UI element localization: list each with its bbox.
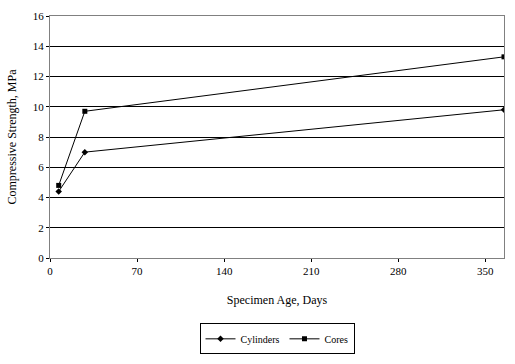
svg-text:4: 4 [38,191,44,203]
svg-text:280: 280 [390,265,407,277]
svg-text:6: 6 [38,161,44,173]
svg-text:350: 350 [477,265,494,277]
svg-text:16: 16 [33,10,45,22]
svg-text:210: 210 [303,265,320,277]
svg-text:8: 8 [38,131,44,143]
svg-text:0: 0 [38,252,44,264]
svg-text:12: 12 [33,70,44,82]
svg-text:Specimen Age, Days: Specimen Age, Days [227,293,328,307]
svg-text:2: 2 [38,222,44,234]
svg-text:10: 10 [33,101,45,113]
svg-text:140: 140 [216,265,233,277]
svg-text:Cores: Cores [324,334,347,345]
svg-text:Cylinders: Cylinders [241,334,280,345]
svg-text:Compressive Strength, MPa: Compressive Strength, MPa [5,69,19,205]
svg-text:70: 70 [132,265,144,277]
svg-text:14: 14 [33,40,45,52]
svg-text:0: 0 [47,265,53,277]
